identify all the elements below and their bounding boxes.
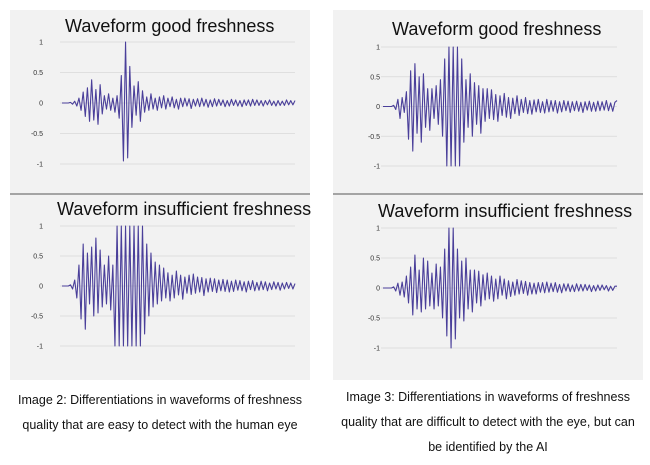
y-tick-label: -0.5 — [368, 316, 380, 323]
y-tick-label: 1 — [39, 224, 43, 231]
y-tick-label: -0.5 — [368, 134, 380, 141]
y-tick-label: 1 — [376, 45, 380, 52]
chart-title: Waveform insufficient freshness — [378, 201, 632, 221]
waveform-line — [62, 41, 296, 162]
y-tick-label: 0 — [39, 284, 43, 291]
y-tick-label: 0.5 — [370, 256, 380, 263]
waveform-line — [62, 225, 296, 347]
chart-title: Waveform insufficient freshness — [57, 199, 311, 219]
waveform-line — [383, 46, 618, 167]
figure-panel-left — [10, 10, 310, 380]
y-tick-label: -1 — [37, 344, 43, 351]
chart-title: Waveform good freshness — [65, 16, 274, 36]
y-tick-label: 0.5 — [370, 74, 380, 81]
y-tick-label: 0 — [376, 104, 380, 111]
y-tick-label: 1 — [376, 226, 380, 233]
chart-title: Waveform good freshness — [392, 19, 601, 39]
y-tick-label: -1 — [374, 164, 380, 171]
y-tick-label: -0.5 — [31, 131, 43, 138]
y-tick-label: 0 — [376, 286, 380, 293]
waveform-line — [383, 227, 617, 349]
y-tick-label: 0 — [39, 101, 43, 108]
y-tick-label: 0.5 — [33, 70, 43, 77]
y-tick-label: 1 — [39, 40, 43, 47]
caption-left: Image 2: Differentiations in waveforms o… — [18, 393, 302, 432]
y-tick-label: -1 — [37, 162, 43, 169]
caption-right: Image 3: Differentiations in waveforms o… — [341, 390, 635, 454]
y-tick-label: 0.5 — [33, 254, 43, 261]
y-tick-label: -1 — [374, 346, 380, 353]
y-tick-label: -0.5 — [31, 314, 43, 321]
